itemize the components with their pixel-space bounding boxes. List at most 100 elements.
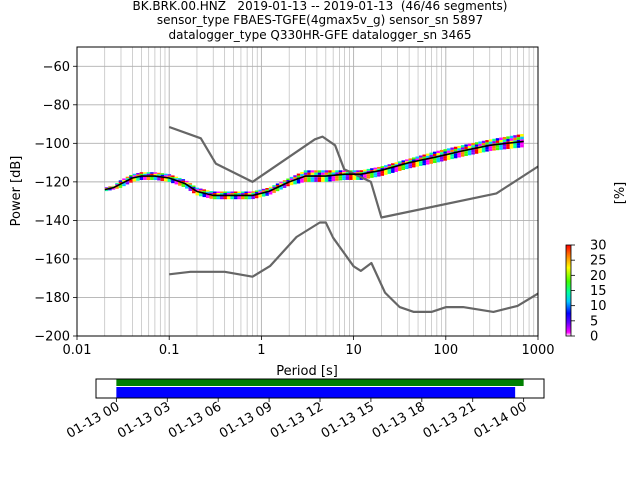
density-cell	[345, 172, 350, 175]
density-cell	[244, 196, 248, 198]
density-cell	[401, 164, 406, 167]
density-cell	[202, 195, 207, 198]
density-cell	[143, 176, 147, 179]
density-cell	[129, 174, 133, 177]
density-cell	[425, 155, 430, 158]
density-cell	[331, 178, 336, 182]
density-cell	[485, 146, 489, 150]
density-cell	[443, 151, 447, 154]
density-cell	[279, 183, 283, 185]
density-cell	[324, 172, 329, 175]
density-cell	[289, 176, 294, 179]
density-cell	[167, 180, 172, 182]
density-cell	[373, 175, 378, 178]
density-cell	[370, 175, 374, 178]
ppsd-plot: 0.01 0.1 1 10 100 1000 −60 −80 −100 −120 −140 −160…	[9, 46, 555, 379]
y-tick-label: −100	[34, 137, 70, 152]
density-cell	[443, 156, 447, 159]
density-cell	[307, 172, 311, 175]
density-cell	[446, 148, 451, 151]
density-cell	[139, 176, 144, 179]
density-cell	[457, 148, 461, 151]
density-cell	[167, 178, 172, 181]
chart-title-line-3: datalogger_type Q330HR-GFE datalogger_sn…	[168, 28, 472, 42]
density-cell	[254, 195, 259, 197]
density-cell	[370, 168, 374, 171]
density-cell	[258, 194, 262, 196]
density-cell	[317, 172, 322, 175]
colorbar-tick-label: 10	[590, 299, 607, 314]
density-cell	[136, 172, 140, 175]
density-cell	[450, 149, 454, 153]
density-cell	[181, 185, 186, 187]
density-cell	[356, 176, 360, 179]
colorbar-tick-label: 15	[590, 284, 607, 299]
density-cell	[258, 195, 262, 198]
density-cell	[356, 170, 360, 173]
density-cell	[174, 176, 179, 179]
density-cell	[268, 186, 273, 189]
density-cell	[485, 140, 489, 143]
density-cell	[443, 149, 447, 152]
density-cell	[391, 169, 395, 171]
density-cell	[495, 138, 500, 141]
density-cell	[401, 162, 406, 165]
density-cell	[118, 184, 123, 187]
density-cell	[450, 156, 454, 160]
density-cell	[188, 184, 193, 187]
density-cell	[377, 170, 381, 173]
density-cell	[296, 179, 301, 182]
density-cell	[439, 156, 444, 160]
low-noise-model-line	[169, 221, 538, 313]
density-cell	[467, 143, 472, 146]
high-noise-model-line	[168, 125, 538, 219]
density-cell	[464, 153, 468, 156]
density-cell	[439, 149, 444, 153]
density-cell	[150, 173, 154, 176]
density-cell	[377, 174, 381, 177]
density-cell	[391, 165, 395, 168]
density-cell	[310, 172, 315, 175]
density-cell	[471, 152, 475, 155]
density-cell	[338, 176, 343, 179]
density-cell	[506, 143, 510, 147]
density-cell	[164, 178, 168, 180]
density-cell	[122, 179, 126, 182]
density-cell	[286, 184, 290, 187]
density-cell	[387, 170, 392, 172]
density-cell	[513, 135, 517, 138]
density-cell	[272, 189, 276, 192]
density-cell	[425, 153, 430, 156]
density-cell	[331, 172, 336, 175]
density-cell	[425, 162, 430, 165]
density-cell	[307, 170, 311, 173]
density-cell	[418, 155, 423, 158]
density-cell	[185, 187, 189, 189]
y-tick-label: −200	[34, 330, 70, 345]
density-cell	[384, 165, 388, 168]
density-cell	[171, 175, 175, 177]
density-cell	[233, 197, 238, 200]
density-cell	[432, 158, 437, 161]
density-cell	[265, 188, 269, 190]
density-cell	[293, 175, 297, 178]
plot-frame	[76, 46, 539, 337]
density-cell	[467, 145, 472, 149]
density-cell	[373, 173, 378, 176]
density-cell	[405, 165, 409, 168]
density-cell	[317, 179, 322, 182]
density-cell	[366, 174, 371, 177]
density-cell	[481, 147, 486, 151]
density-cell	[244, 197, 248, 200]
density-cell	[509, 143, 514, 147]
density-cell	[363, 171, 367, 174]
density-cell	[502, 144, 507, 147]
density-cell	[398, 167, 402, 170]
density-cell	[202, 190, 207, 193]
density-cell	[384, 169, 388, 171]
density-cell	[373, 171, 378, 174]
density-cell	[230, 196, 234, 198]
density-cell	[422, 154, 426, 157]
density-cell	[418, 161, 423, 164]
